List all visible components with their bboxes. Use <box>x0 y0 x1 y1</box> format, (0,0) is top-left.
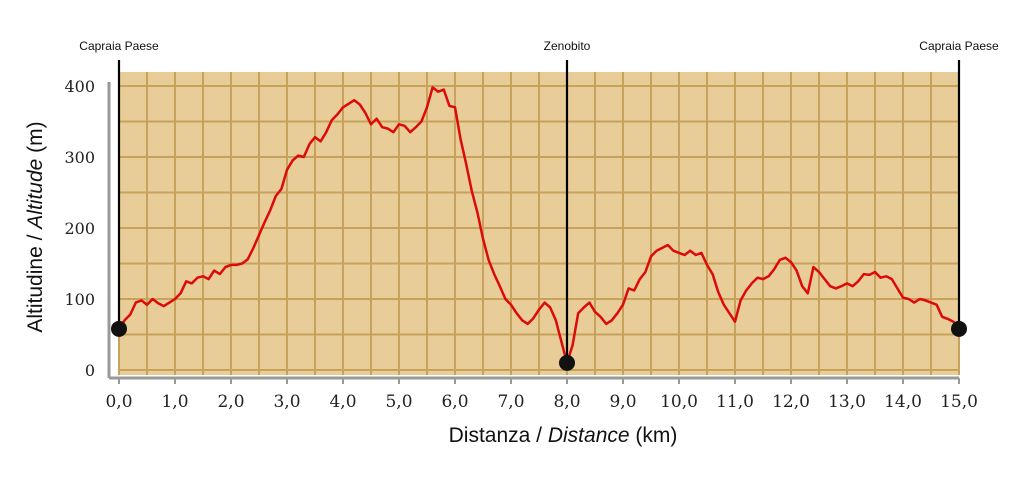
x-tick-labels: 0,0 1,0 2,0 3,0 4,0 5,0 6,0 7,0 8,0 9,0 10,0 11,0 12… <box>105 378 978 412</box>
x-tick-label: 12,0 <box>772 392 810 412</box>
waypoint-marker <box>559 354 575 371</box>
x-tick-label: 2,0 <box>217 392 244 412</box>
x-tick-label: 14,0 <box>884 392 922 412</box>
waypoint-marker <box>111 320 127 337</box>
waypoint-label: Capraia Paese <box>919 39 999 53</box>
x-tick-label: 0,0 <box>105 392 132 412</box>
x-axis-title: Distanza / Distance (km) <box>449 424 678 447</box>
x-tick-label: 4,0 <box>329 392 356 412</box>
x-tick-label: 7,0 <box>497 392 524 412</box>
y-tick-label: 200 <box>64 219 95 238</box>
x-tick-label: 11,0 <box>716 392 754 412</box>
y-tick-labels: 0 100 200 300 400 <box>64 77 95 380</box>
x-tick-label: 13,0 <box>828 392 866 412</box>
waypoint-marker <box>951 320 967 337</box>
grid-lines <box>118 72 960 375</box>
x-tick-label: 3,0 <box>273 392 300 412</box>
waypoint-label: Capraia Paese <box>79 39 159 53</box>
x-tick-label: 1,0 <box>161 392 188 412</box>
y-axis-title: Altitudine / Altitude (m) <box>24 121 47 332</box>
y-tick-label: 100 <box>64 290 95 309</box>
x-tick-label: 5,0 <box>385 392 412 412</box>
y-tick-label: 300 <box>64 148 95 167</box>
x-tick-label: 15,0 <box>940 392 978 412</box>
elevation-area <box>117 86 960 365</box>
waypoint-markers: Capraia Paese Zenobito Capraia Paese <box>79 39 999 371</box>
y-tick-label: 400 <box>64 77 95 96</box>
y-tick-label: 0 <box>85 361 95 380</box>
waypoint-label: Zenobito <box>544 39 591 53</box>
x-tick-label: 8,0 <box>553 392 580 412</box>
x-tick-label: 9,0 <box>609 392 636 412</box>
elevation-line <box>117 86 960 365</box>
waypoint-lines <box>117 60 961 363</box>
x-tick-label: 6,0 <box>441 392 468 412</box>
axes <box>107 82 959 380</box>
x-tick-label: 10,0 <box>660 392 698 412</box>
